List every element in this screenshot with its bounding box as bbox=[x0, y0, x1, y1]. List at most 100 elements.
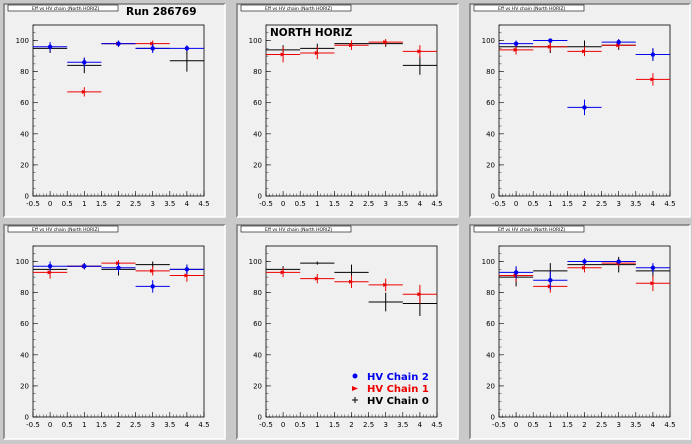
y-tick-label: 60 bbox=[253, 99, 262, 107]
plot-frame bbox=[265, 24, 438, 197]
y-tick-label: 60 bbox=[253, 320, 262, 328]
y-tick-label: 20 bbox=[20, 161, 29, 169]
y-tick-label: 0 bbox=[258, 414, 262, 422]
x-tick-label: 0 bbox=[514, 421, 518, 429]
y-tick-label: 100 bbox=[482, 258, 495, 266]
data-point-hv-chain-1 bbox=[635, 275, 670, 292]
legend-label-hv-chain-0: HV Chain 0 bbox=[367, 396, 429, 407]
data-point-hv-chain-2 bbox=[635, 263, 670, 273]
x-tick-label: 4 bbox=[418, 200, 423, 208]
marker-arrow bbox=[582, 49, 587, 54]
pad-6: Eff vs HV chain (North HORIZ)-0.5 0 0.5 1 1.… bbox=[469, 224, 691, 440]
data-point-hv-chain-1 bbox=[402, 284, 437, 304]
pad-bevel-light bbox=[237, 225, 459, 440]
data-point-hv-chain-2 bbox=[533, 270, 568, 290]
data-point-hv-chain-1 bbox=[567, 46, 602, 57]
pad-bevel-dark bbox=[469, 224, 690, 439]
x-tick-label: 2 bbox=[116, 200, 120, 208]
legend-marker-hv-chain-2 bbox=[352, 373, 358, 379]
marker-arrow bbox=[150, 268, 156, 273]
y-tick-label: 100 bbox=[249, 37, 262, 45]
y-tick-label: 20 bbox=[20, 382, 29, 390]
data-point-hv-chain-1 bbox=[334, 275, 369, 288]
y-tick-label: 0 bbox=[25, 414, 29, 422]
x-tick-label: 3 bbox=[150, 421, 154, 429]
y-tick-label: 40 bbox=[486, 351, 495, 359]
x-tick-label: 4.5 bbox=[198, 200, 209, 208]
pad-title: Eff vs HV chain (North HORIZ) bbox=[32, 6, 100, 12]
y-tick-label: 80 bbox=[253, 68, 262, 76]
pad-3: Eff vs HV chain (North HORIZ)-0.5 0 0.5 1 1.… bbox=[469, 3, 691, 218]
marker-circle bbox=[650, 265, 656, 270]
x-tick-label: 2 bbox=[582, 200, 586, 208]
x-tick-label: 0.5 bbox=[62, 421, 73, 429]
data-point-hv-chain-2 bbox=[533, 38, 568, 43]
legend-entry-hv-chain-2: HV Chain 2 bbox=[352, 372, 429, 383]
x-tick-label: 2.5 bbox=[363, 200, 374, 208]
marker-arrow bbox=[280, 270, 286, 275]
x-tick-label: 0 bbox=[48, 200, 52, 208]
x-tick-label: 4.5 bbox=[198, 421, 209, 429]
data-point-hv-chain-2 bbox=[601, 259, 636, 264]
pad-bevel-dark bbox=[236, 3, 458, 217]
y-tick-label: 100 bbox=[482, 37, 495, 45]
pad-bevel-light bbox=[470, 4, 691, 218]
x-tick-label: 4 bbox=[185, 200, 190, 208]
y-tick-label: 0 bbox=[491, 193, 495, 201]
y-tick-label: 80 bbox=[20, 68, 29, 76]
x-tick-label: 4 bbox=[651, 421, 656, 429]
x-tick-label: 4 bbox=[185, 421, 190, 429]
data-point-hv-chain-1 bbox=[368, 38, 403, 46]
x-tick-label: 3.5 bbox=[630, 421, 641, 429]
x-tick-label: 0 bbox=[48, 421, 52, 429]
x-tick-label: 0 bbox=[281, 200, 285, 208]
marker-arrow bbox=[513, 47, 519, 52]
x-tick-label: 4.5 bbox=[431, 421, 442, 429]
marker-arrow bbox=[650, 281, 656, 286]
x-tick-label: 2.5 bbox=[130, 421, 141, 429]
x-tick-label: 2 bbox=[349, 421, 353, 429]
data-point-hv-chain-2 bbox=[33, 261, 68, 271]
run-label: Run 286769 bbox=[126, 6, 197, 18]
pad-title-box: Eff vs HV chain (North HORIZ) bbox=[7, 225, 119, 233]
y-tick-label: 0 bbox=[258, 193, 262, 201]
x-tick-label: 3.5 bbox=[397, 200, 408, 208]
x-tick-label: 0.5 bbox=[295, 421, 306, 429]
plot-frame bbox=[498, 245, 671, 418]
marker-arrow bbox=[417, 49, 423, 54]
x-tick-label: -0.5 bbox=[26, 421, 40, 429]
x-tick-label: 4.5 bbox=[664, 200, 675, 208]
marker-circle bbox=[582, 105, 587, 110]
x-tick-label: 1.5 bbox=[562, 421, 573, 429]
pad-title-frame bbox=[473, 225, 585, 233]
x-tick-label: 1.5 bbox=[329, 200, 340, 208]
marker-arrow bbox=[314, 50, 320, 55]
y-tick-label: 80 bbox=[486, 289, 495, 297]
pad-bevel-light bbox=[470, 225, 691, 440]
marker-arrow bbox=[417, 292, 423, 297]
x-tick-label: 3 bbox=[150, 200, 154, 208]
y-tick-label: 20 bbox=[486, 161, 495, 169]
data-point-hv-chain-1 bbox=[266, 267, 301, 278]
y-tick-label: 60 bbox=[20, 99, 29, 107]
x-tick-label: 3.5 bbox=[164, 421, 175, 429]
y-tick-label: 0 bbox=[491, 414, 495, 422]
x-tick-label: 1.5 bbox=[562, 200, 573, 208]
data-point-hv-chain-0 bbox=[402, 56, 437, 75]
pad-title-box: Eff vs HV chain (North HORIZ) bbox=[473, 4, 585, 12]
marker-circle bbox=[513, 270, 519, 275]
x-tick-label: 1 bbox=[82, 421, 86, 429]
x-tick-label: 1.5 bbox=[96, 421, 107, 429]
x-tick-label: -0.5 bbox=[492, 421, 506, 429]
marker-arrow bbox=[47, 270, 53, 275]
marker-arrow bbox=[184, 273, 190, 278]
data-point-hv-chain-1 bbox=[300, 273, 335, 284]
pad-4: Eff vs HV chain (North HORIZ)-0.5 0 0.5 1 1.… bbox=[3, 224, 226, 440]
data-point-hv-chain-1 bbox=[533, 42, 568, 52]
marker-circle bbox=[150, 46, 155, 51]
pad-bevel-light bbox=[4, 225, 226, 440]
pad-title-box: Eff vs HV chain (North HORIZ) bbox=[473, 225, 585, 233]
x-tick-label: 4.5 bbox=[664, 421, 675, 429]
y-tick-label: 0 bbox=[25, 193, 29, 201]
x-tick-label: 0 bbox=[514, 200, 518, 208]
